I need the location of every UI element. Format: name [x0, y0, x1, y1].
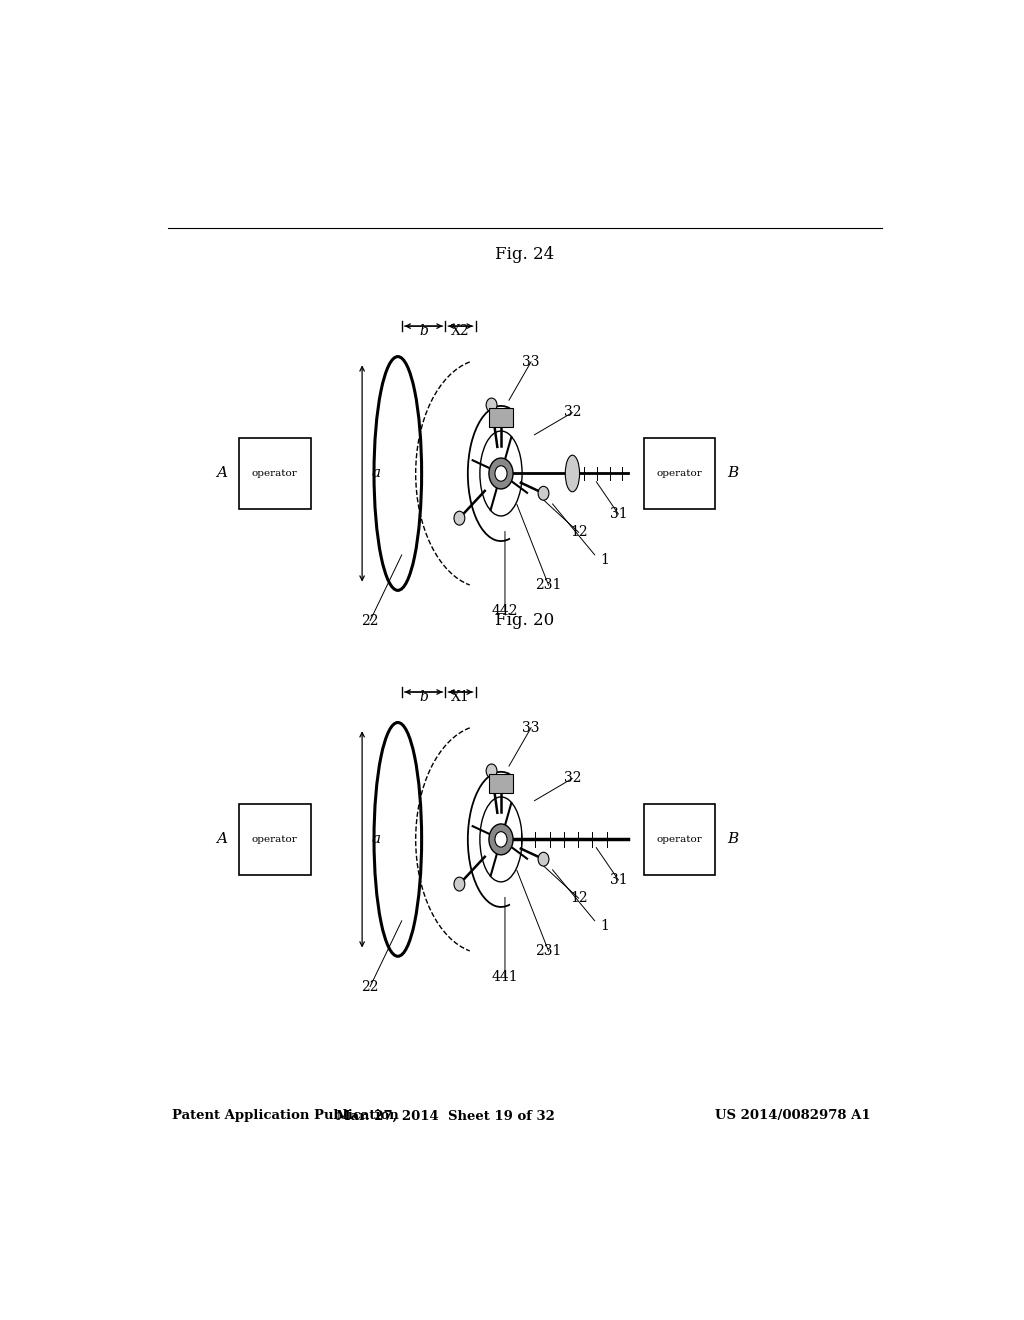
Text: 32: 32: [563, 405, 582, 420]
Text: B: B: [727, 466, 738, 480]
Text: 1: 1: [600, 919, 609, 933]
Text: Fig. 24: Fig. 24: [496, 247, 554, 264]
Text: 231: 231: [536, 944, 562, 958]
Bar: [644, 438, 715, 510]
Text: B: B: [727, 833, 738, 846]
Text: 31: 31: [609, 507, 628, 521]
Text: Patent Application Publication: Patent Application Publication: [172, 1109, 398, 1122]
Text: operator: operator: [656, 469, 702, 478]
Ellipse shape: [565, 455, 580, 492]
Bar: [488, 408, 513, 428]
Bar: [240, 438, 310, 510]
Text: 22: 22: [361, 614, 379, 628]
Text: 22: 22: [361, 979, 379, 994]
Circle shape: [486, 764, 497, 777]
Bar: [240, 804, 310, 875]
Text: Fig. 20: Fig. 20: [496, 612, 554, 630]
Text: a: a: [372, 833, 381, 846]
Circle shape: [538, 486, 549, 500]
Text: operator: operator: [656, 834, 702, 843]
Text: 441: 441: [492, 970, 518, 983]
Text: 442: 442: [492, 603, 518, 618]
Text: X2: X2: [452, 325, 470, 338]
Text: Mar. 27, 2014  Sheet 19 of 32: Mar. 27, 2014 Sheet 19 of 32: [336, 1109, 555, 1122]
Text: a: a: [372, 466, 381, 480]
Text: 231: 231: [536, 578, 562, 593]
Text: b: b: [419, 690, 428, 704]
Text: A: A: [216, 466, 227, 480]
Text: 31: 31: [609, 873, 628, 887]
Circle shape: [488, 824, 513, 855]
Ellipse shape: [374, 722, 422, 956]
Circle shape: [454, 511, 465, 525]
Text: 33: 33: [522, 355, 540, 368]
Text: operator: operator: [252, 834, 298, 843]
Circle shape: [488, 458, 513, 488]
Text: 32: 32: [563, 771, 582, 785]
Circle shape: [495, 466, 507, 482]
Circle shape: [486, 399, 497, 412]
Bar: [644, 804, 715, 875]
Text: b: b: [419, 325, 428, 338]
Circle shape: [454, 876, 465, 891]
Circle shape: [495, 832, 507, 847]
Ellipse shape: [374, 356, 422, 590]
Text: A: A: [216, 833, 227, 846]
Text: 33: 33: [522, 721, 540, 735]
Bar: [488, 774, 513, 793]
Text: US 2014/0082978 A1: US 2014/0082978 A1: [715, 1109, 870, 1122]
Text: X1: X1: [452, 690, 470, 704]
Text: 12: 12: [570, 525, 588, 540]
Text: operator: operator: [252, 469, 298, 478]
Circle shape: [538, 853, 549, 866]
Text: 12: 12: [570, 891, 588, 906]
Text: 1: 1: [600, 553, 609, 566]
